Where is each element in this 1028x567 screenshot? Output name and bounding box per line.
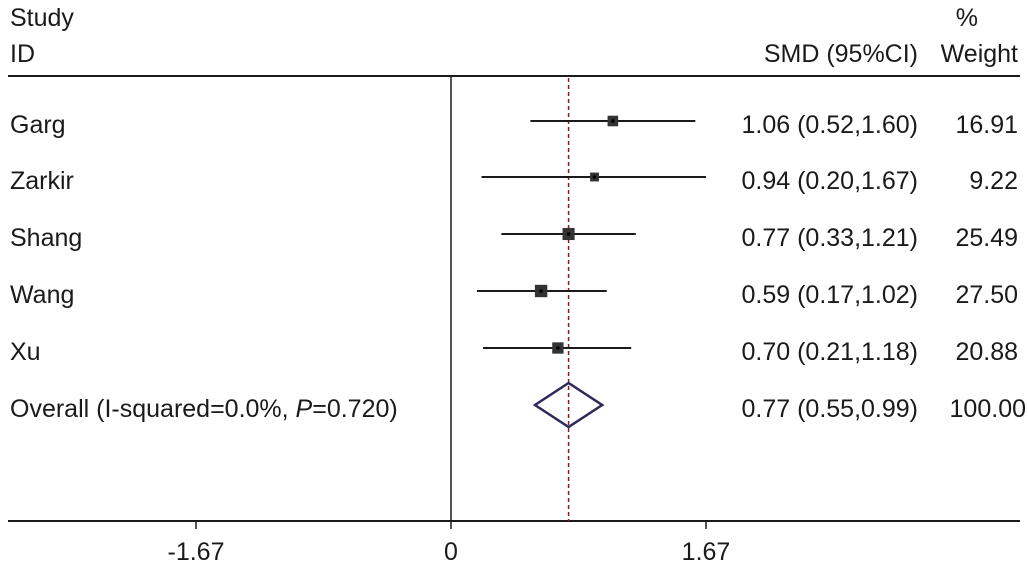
weight-xu: 20.88 [955, 338, 1018, 366]
weight-zarkir: 9.22 [969, 167, 1018, 195]
weight-overall: 100.00 [949, 395, 1026, 423]
weight-garg: 16.91 [955, 111, 1018, 139]
point-center-xu [556, 346, 560, 350]
ci-text-garg: 1.06 (0.52,1.60) [741, 111, 918, 139]
study-label-wang: Wang [10, 281, 75, 309]
overall-label: Overall (I-squared=0.0%, P=0.720) [10, 397, 398, 422]
overall-label-prefix: Overall (I-squared=0.0%, [10, 395, 296, 423]
weight-wang: 27.50 [955, 281, 1018, 309]
header-study: Study [10, 4, 74, 32]
x-tick-label-pos: 1.67 [681, 538, 731, 566]
study-label-xu: Xu [10, 338, 41, 366]
point-center-zarkir [592, 175, 597, 179]
x-tick-label-zero: 0 [444, 538, 458, 566]
header-id: ID [10, 40, 35, 68]
ci-text-zarkir: 0.94 (0.20,1.67) [741, 167, 918, 195]
ci-text-overall: 0.77 (0.55,0.99) [741, 395, 918, 423]
study-label-shang: Shang [10, 224, 83, 252]
header-weight: Weight [940, 40, 1018, 68]
header-smd: SMD (95%CI) [763, 40, 918, 68]
ci-text-xu: 0.70 (0.21,1.18) [741, 338, 918, 366]
overall-diamond [532, 381, 605, 429]
weight-shang: 25.49 [955, 224, 1018, 252]
ci-text-shang: 0.77 (0.33,1.21) [741, 224, 918, 252]
point-center-garg [611, 119, 615, 123]
point-center-shang [566, 232, 571, 236]
study-label-zarkir: Zarkir [10, 167, 74, 195]
overall-label-p: P [295, 395, 313, 423]
ci-text-wang: 0.59 (0.17,1.02) [741, 281, 918, 309]
point-center-wang [539, 289, 543, 293]
header-percent: % [955, 4, 978, 32]
overall-label-suffix: =0.720) [312, 395, 398, 423]
study-label-garg: Garg [10, 111, 66, 139]
x-tick-label-neg: -1.67 [167, 538, 225, 566]
